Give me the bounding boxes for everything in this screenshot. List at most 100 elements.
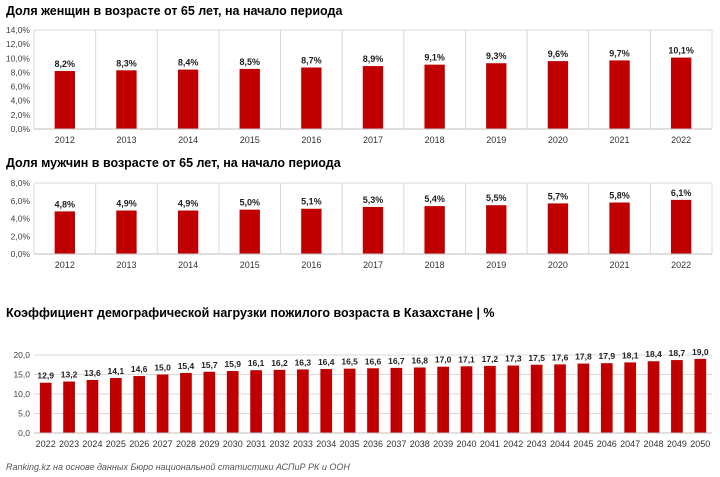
bar [226,370,239,433]
data-label: 17,1 [458,354,475,364]
x-tick-label: 2015 [240,260,260,270]
bar [424,64,445,129]
data-label: 18,4 [645,349,662,359]
data-label: 17,0 [435,355,452,365]
data-label: 4,9% [116,199,137,209]
x-tick-label: 2032 [269,439,289,449]
data-label: 10,1% [668,46,694,56]
x-tick-label: 2047 [620,439,640,449]
bar [239,68,260,129]
y-tick-label: 4,0% [11,96,31,106]
bar [609,60,630,129]
y-tick-label: 10,0 [13,389,30,399]
data-label: 16,4 [318,357,335,367]
x-tick-label: 2050 [690,439,710,449]
bar [301,67,322,129]
data-label: 8,5% [239,57,260,67]
bar [239,209,260,254]
x-tick-label: 2035 [340,439,360,449]
x-tick-label: 2020 [548,260,568,270]
data-label: 8,3% [116,58,137,68]
data-label: 15,0 [154,363,171,373]
men-65-share-chart: 0,0% 2,0% 4,0% 6,0% 8,0% 4,8% 2012 4,9% 2013 4,9%… [11,178,713,270]
y-tick-label: 8,0% [11,67,31,77]
x-tick-label: 2021 [610,260,630,270]
data-label: 9,3% [486,51,507,61]
x-tick-label: 2026 [129,439,149,449]
data-label: 18,1 [622,350,639,360]
data-label: 9,6% [548,49,569,59]
x-tick-label: 2017 [363,135,383,145]
bar [486,205,507,254]
bar [424,206,445,254]
data-label: 5,3% [363,195,384,205]
x-tick-label: 2036 [363,439,383,449]
x-tick-label: 2049 [667,439,687,449]
bar [320,369,333,433]
x-tick-label: 2018 [425,260,445,270]
x-tick-label: 2043 [527,439,547,449]
old-age-dependency-chart: 0,0 5,0 10,0 15,0 20,0 12,9 2022 13,2 2023 13,6 20… [13,347,712,449]
x-tick-label: 2022 [671,135,691,145]
y-tick-label: 0,0 [18,428,30,438]
x-tick-label: 2048 [644,439,664,449]
bar [600,363,613,433]
x-tick-label: 2019 [486,135,506,145]
bar [486,63,507,129]
data-label: 17,6 [552,352,569,362]
data-label: 14,6 [131,364,148,374]
bar [547,203,569,254]
bar [671,360,683,433]
x-tick-label: 2030 [223,439,243,449]
bar [116,210,137,254]
data-label: 5,4% [424,194,445,204]
bar [577,363,590,433]
y-tick-label: 4,0% [11,214,31,224]
chart-1-title: Доля женщин в возрасте от 65 лет, на нач… [6,4,343,18]
bar [671,199,692,254]
y-tick-label: 6,0% [11,82,31,92]
x-tick-label: 2018 [425,135,445,145]
data-label: 9,1% [424,53,445,63]
chart-2-title: Доля мужчин в возрасте от 65 лет, на нач… [6,156,341,170]
data-label: 17,5 [528,353,545,363]
bar [484,365,496,433]
x-tick-label: 2027 [153,439,173,449]
x-tick-label: 2013 [116,260,136,270]
data-label: 5,1% [301,197,322,207]
bar [694,358,707,433]
bar [273,369,286,433]
x-tick-label: 2038 [410,439,430,449]
x-tick-label: 2017 [363,260,383,270]
x-tick-label: 2039 [433,439,453,449]
x-tick-label: 2041 [480,439,500,449]
bar [460,366,473,433]
data-label: 18,7 [669,348,686,358]
data-label: 16,2 [271,358,288,368]
bar [177,69,199,129]
bar [343,368,356,433]
bar [367,368,379,433]
x-tick-label: 2023 [59,439,79,449]
bar [109,378,122,433]
bar [530,364,543,433]
y-tick-label: 12,0% [6,39,31,49]
x-tick-label: 2025 [106,439,126,449]
women-65-share-chart: 0,0% 2,0% 4,0% 6,0% 8,0% 10,0% 12,0% 14,0% 8,2% 2… [6,25,713,145]
data-label: 17,3 [505,354,522,364]
data-label: 4,8% [55,199,76,209]
bar [203,371,216,433]
y-tick-label: 5,0 [18,409,30,419]
bar [54,211,75,254]
bar [301,208,322,254]
y-tick-label: 14,0% [6,25,31,35]
bar [63,381,75,433]
data-label: 13,6 [84,368,101,378]
x-tick-label: 2012 [55,135,75,145]
x-tick-label: 2037 [386,439,406,449]
x-tick-label: 2014 [178,135,198,145]
x-tick-label: 2013 [116,135,136,145]
y-tick-label: 6,0% [11,196,31,206]
data-label: 14,1 [108,366,125,376]
y-tick-label: 2,0% [11,110,31,120]
